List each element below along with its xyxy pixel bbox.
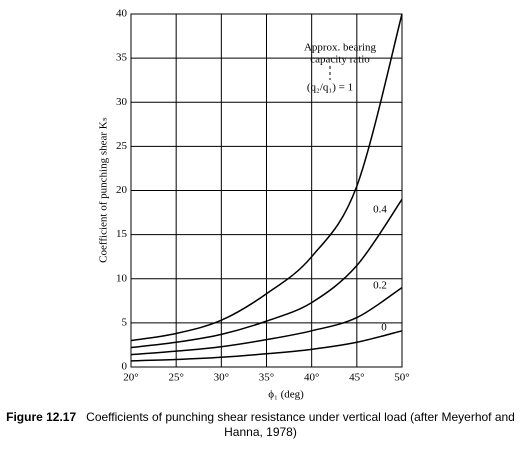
curve bbox=[130, 330, 403, 362]
x-tick-label: 25° bbox=[168, 372, 183, 384]
x-tick-label: 35° bbox=[259, 372, 274, 384]
caption-text: Coefficients of punching shear resistanc… bbox=[86, 410, 515, 439]
y-tick-label: 15 bbox=[116, 228, 128, 240]
curve-label: 0 bbox=[381, 322, 387, 334]
y-tick-label: 35 bbox=[116, 52, 128, 64]
curve-label: 0.2 bbox=[373, 280, 387, 292]
x-tick-label: 50° bbox=[394, 372, 409, 384]
curve bbox=[130, 286, 403, 356]
y-tick-label: 30 bbox=[116, 96, 128, 108]
curve bbox=[130, 198, 403, 349]
y-tick-label: 10 bbox=[116, 272, 128, 284]
y-tick-label: 5 bbox=[122, 316, 128, 328]
y-tick-label: 40 bbox=[116, 8, 128, 20]
figure-label: Figure 12.17 bbox=[6, 410, 77, 424]
x-tick-label: 40° bbox=[304, 372, 319, 384]
x-tick-label: 20° bbox=[123, 372, 138, 384]
x-tick-label: 30° bbox=[214, 372, 229, 384]
chart: ϕ₁ (deg) Coefficient of punching shear K… bbox=[98, 8, 410, 401]
x-axis-label: ϕ₁ (deg) bbox=[268, 389, 304, 401]
annotation: capacity ratio bbox=[310, 54, 370, 66]
y-tick-label: 0 bbox=[122, 361, 128, 373]
curve-label: (q₂/q₁) = 1 bbox=[307, 82, 353, 94]
curve bbox=[130, 13, 403, 342]
annotation: Approx. bearing bbox=[304, 42, 377, 54]
y-axis-label: Coefficient of punching shear Kₛ bbox=[98, 117, 110, 263]
y-tick-label: 20 bbox=[116, 184, 128, 196]
curve-label: 0.4 bbox=[373, 204, 387, 216]
x-tick-label: 45° bbox=[349, 372, 364, 384]
caption: Figure 12.17 Coefficients of punching sh… bbox=[0, 410, 521, 440]
y-tick-label: 25 bbox=[116, 140, 128, 152]
